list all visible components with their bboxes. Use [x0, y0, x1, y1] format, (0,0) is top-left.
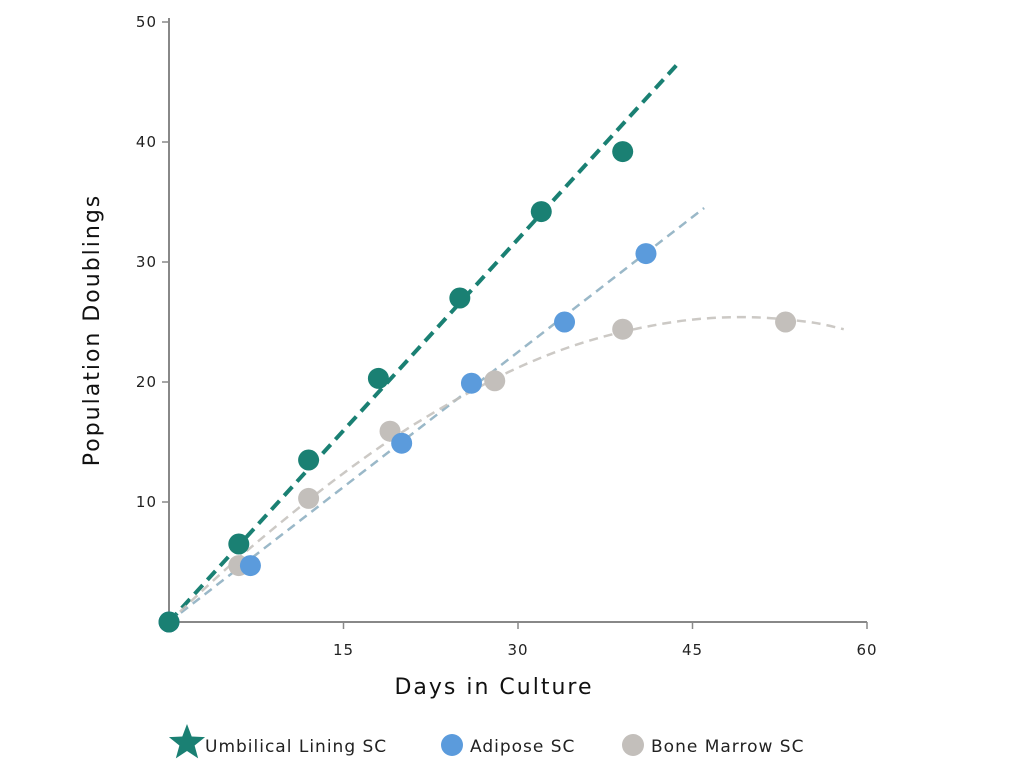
data-point-1	[554, 311, 576, 333]
data-point-1	[239, 555, 261, 577]
data-point-2	[775, 311, 797, 333]
data-point-2	[298, 487, 320, 509]
data-point-0	[298, 449, 320, 471]
data-points	[158, 141, 797, 633]
x-tick-label: 60	[856, 641, 877, 659]
axes	[168, 18, 867, 623]
x-tick-label: 15	[333, 641, 354, 659]
y-tick-label: 50	[136, 13, 157, 31]
tick-labels: 10 20 30 40 50 15 30 45 60	[136, 13, 877, 659]
data-point-0	[612, 141, 634, 163]
data-point-2	[612, 318, 634, 340]
trend-line-1	[168, 207, 705, 623]
data-point-0	[228, 533, 250, 555]
y-tick-label: 30	[136, 253, 157, 271]
x-tick-label: 30	[507, 641, 528, 659]
y-axis-title: Population Doublings	[80, 194, 105, 466]
legend-label-umbilical: Umbilical Lining SC	[205, 737, 387, 757]
data-point-1	[635, 243, 657, 265]
data-point-0	[530, 201, 552, 223]
legend-label-adipose: Adipose SC	[470, 737, 575, 757]
legend-bone-marrow-circle-icon	[622, 734, 644, 756]
trend-lines	[167, 59, 844, 624]
y-tick-label: 10	[136, 493, 157, 511]
data-point-1	[460, 372, 482, 394]
data-point-0	[158, 611, 180, 633]
trend-line-2	[168, 315, 844, 623]
data-point-2	[484, 370, 506, 392]
y-tick-label: 20	[136, 373, 157, 391]
legend-adipose-circle-icon	[441, 734, 463, 756]
legend-label-bone-marrow: Bone Marrow SC	[651, 737, 804, 757]
legend: Umbilical Lining SC Adipose SC Bone Marr…	[168, 724, 804, 759]
data-point-1	[391, 432, 413, 454]
y-tick-label: 40	[136, 133, 157, 151]
x-axis-title: Days in Culture	[394, 675, 593, 700]
data-point-0	[449, 287, 471, 309]
trend-line-0	[167, 59, 683, 624]
data-point-0	[367, 367, 389, 389]
legend-star-icon	[168, 724, 206, 759]
x-tick-label: 45	[682, 641, 703, 659]
